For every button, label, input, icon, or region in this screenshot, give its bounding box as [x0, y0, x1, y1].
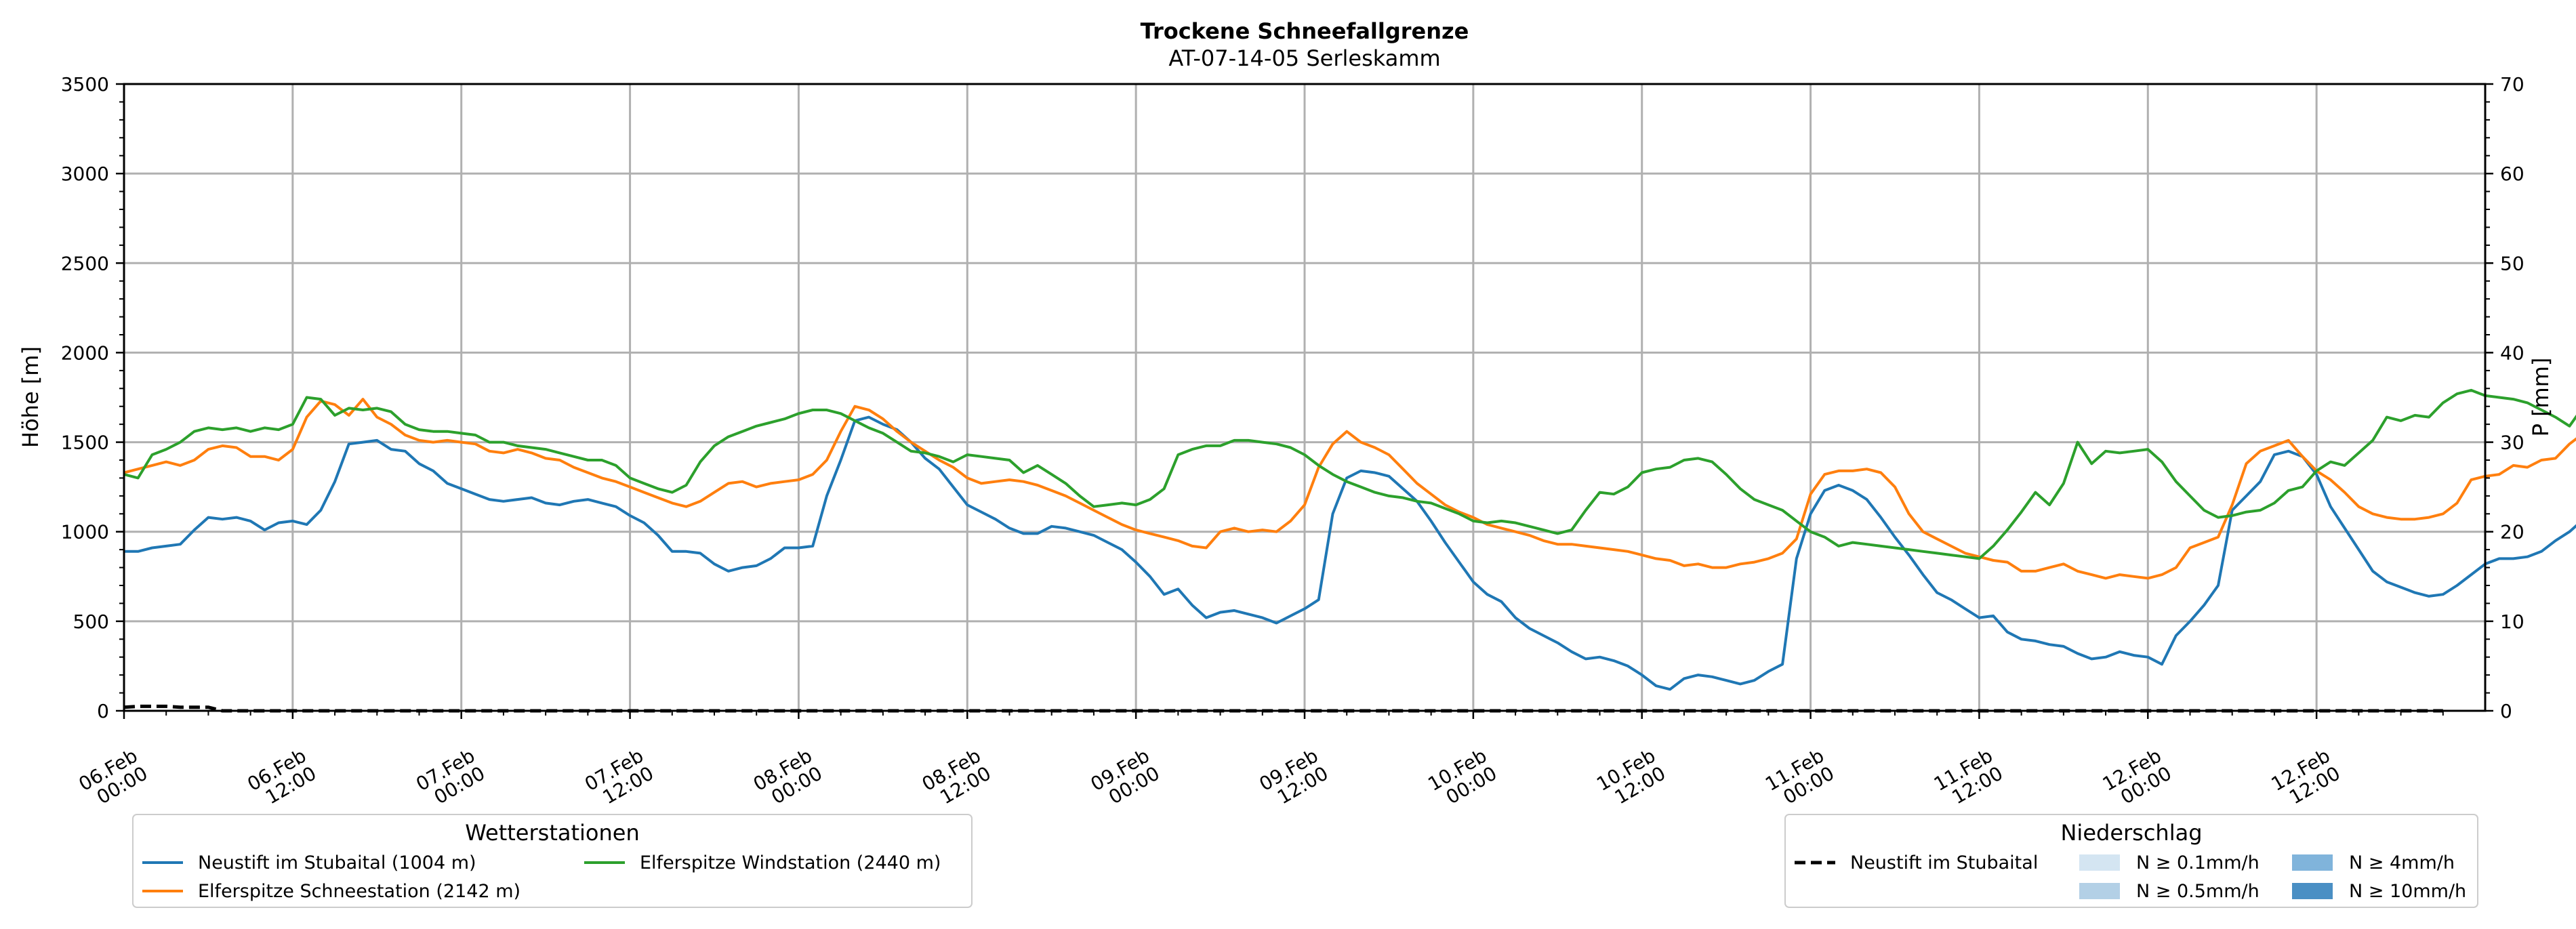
legend-swatch-level-0	[2079, 854, 2120, 871]
y-tick-label: 2000	[61, 342, 109, 364]
y-tick-label: 2500	[61, 252, 109, 274]
y-tick-label: 3500	[61, 73, 109, 96]
legend-label-windstation: Elferspitze Windstation (2440 m)	[640, 852, 941, 873]
legend-stations-title: Wetterstationen	[465, 820, 639, 846]
chart-title: Trockene Schneefallgrenze	[1141, 18, 1469, 44]
legend-precip-title: Niederschlag	[2060, 820, 2202, 846]
legend-label-precip-line: Neustift im Stubaital	[1850, 852, 2038, 873]
line-elferspitze-windstation	[123, 388, 2576, 560]
y-tick-label: 500	[73, 611, 109, 633]
y2-tick-label: 30	[2500, 432, 2524, 454]
line-elferspitze-schneestation	[123, 398, 2576, 580]
y2-tick-label: 40	[2500, 342, 2524, 364]
right-y-axis: 0 10 20 30 40 50 60 70	[2485, 73, 2524, 722]
grid-lines	[124, 84, 2485, 711]
y-tick-label: 1000	[61, 521, 109, 543]
legend-swatch-level-3	[2292, 883, 2333, 899]
y-tick-label: 0	[97, 700, 109, 722]
y2-tick-label: 60	[2500, 163, 2524, 185]
y-tick-label: 3000	[61, 163, 109, 185]
chart-subtitle: AT-07-14-05 Serleskamm	[1168, 45, 1440, 71]
left-y-axis: 0 500 1000 1500 2000 2500 3000 3500	[61, 73, 124, 722]
y2-axis-title: P [mm]	[2528, 358, 2554, 437]
line-neustift	[124, 415, 2576, 691]
legend-label-level-2: N ≥ 4mm/h	[2349, 852, 2455, 873]
legend-label-schneestation: Elferspitze Schneestation (2142 m)	[198, 881, 520, 902]
legend-swatch-level-1	[2079, 883, 2120, 899]
legend-swatch-level-2	[2292, 854, 2333, 871]
legend-label-level-3: N ≥ 10mm/h	[2349, 881, 2466, 902]
y2-tick-label: 50	[2500, 252, 2524, 274]
y2-tick-label: 10	[2500, 611, 2524, 633]
series-lines	[123, 388, 2576, 691]
y-axis-title: Höhe [m]	[18, 346, 43, 448]
y2-tick-label: 0	[2500, 700, 2512, 722]
legend-stations-frame	[132, 814, 973, 908]
y2-tick-label: 70	[2500, 73, 2524, 96]
legend-label-level-1: N ≥ 0.5mm/h	[2136, 881, 2260, 902]
legend-precip: Niederschlag Neustift im Stubaital N ≥ 0…	[1784, 814, 2478, 908]
legend-stations: Wetterstationen Neustift im Stubaital (1…	[132, 814, 973, 908]
y-tick-label: 1500	[61, 432, 109, 454]
y2-tick-label: 20	[2500, 521, 2524, 543]
legend-label-level-0: N ≥ 0.1mm/h	[2136, 852, 2260, 873]
legend-label-neustift: Neustift im Stubaital (1004 m)	[198, 852, 476, 873]
